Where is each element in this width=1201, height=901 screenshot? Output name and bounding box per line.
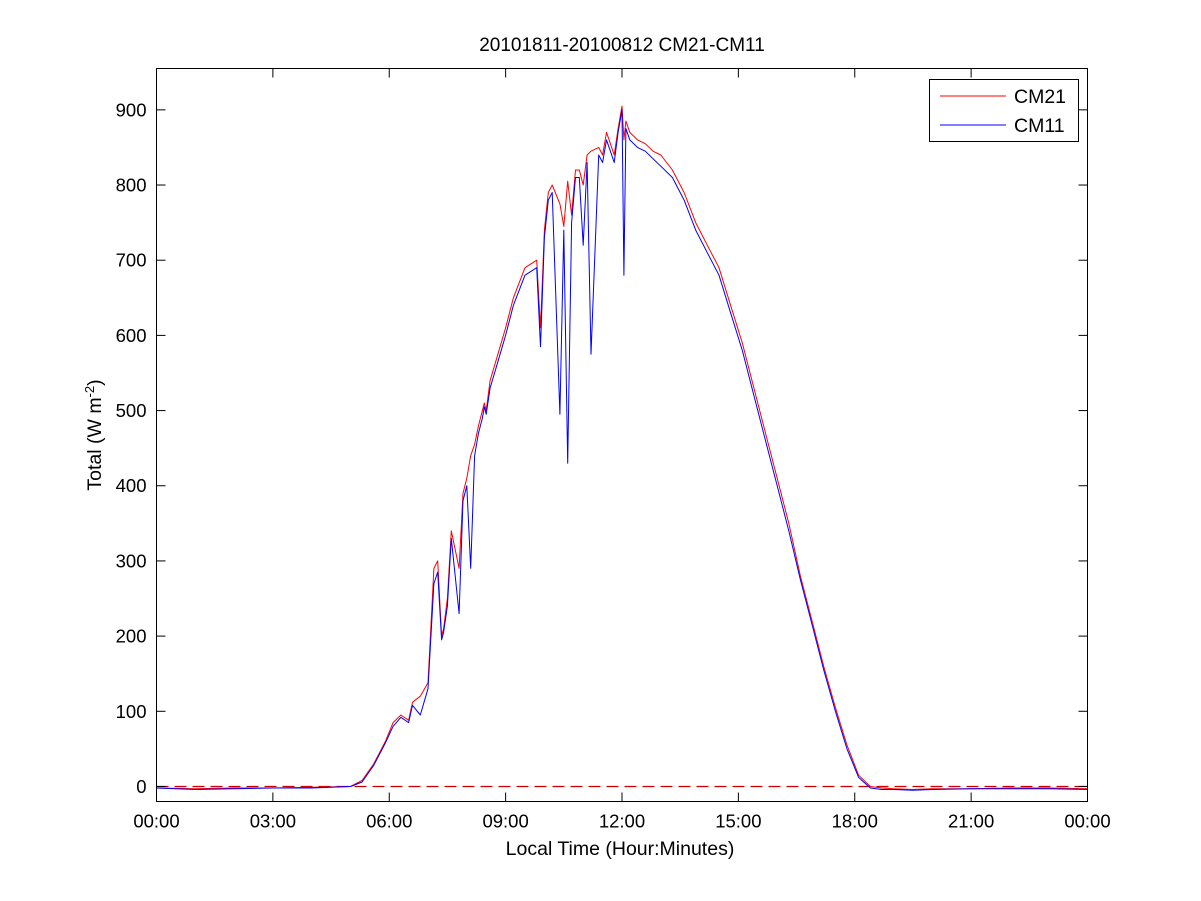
- x-tick-label: 06:00: [366, 811, 412, 832]
- x-tick-label: 15:00: [715, 811, 761, 832]
- y-tick-label: 0: [136, 776, 146, 797]
- x-tick-label: 00:00: [1064, 811, 1110, 832]
- y-tick-label: 900: [116, 99, 147, 120]
- y-tick-label: 800: [116, 175, 147, 196]
- legend: CM21 CM11: [929, 79, 1079, 142]
- x-tick-label: 18:00: [832, 811, 878, 832]
- legend-label-cm21: CM21: [1014, 86, 1066, 108]
- legend-box: [929, 79, 1079, 142]
- x-tick-label: 12:00: [599, 811, 645, 832]
- y-axis-label-prefix: Total (W m: [84, 397, 106, 490]
- x-tick-label: 00:00: [133, 811, 179, 832]
- y-axis-label-suffix: ): [84, 379, 106, 386]
- y-tick-label: 700: [116, 250, 147, 271]
- x-axis-label: Local Time (Hour:Minutes): [506, 838, 735, 860]
- x-tick-label: 03:00: [250, 811, 296, 832]
- series-line-cm11: [156, 109, 1088, 791]
- plot-area: [156, 68, 1088, 802]
- x-tick-label: 21:00: [948, 811, 994, 832]
- y-tick-label: 400: [116, 475, 147, 496]
- series-line-cm21: [156, 105, 1088, 790]
- y-tick-label: 300: [116, 550, 147, 571]
- y-tick-label: 600: [116, 325, 147, 346]
- y-tick-label: 500: [116, 400, 147, 421]
- chart-title: 20101811-20100812 CM21-CM11: [479, 35, 765, 56]
- y-tick-label: 100: [116, 701, 147, 722]
- y-axis-label-superscript: -2: [82, 386, 97, 398]
- y-tick-label: 200: [116, 626, 147, 647]
- series-layer: [156, 105, 1088, 791]
- legend-label-cm11: CM11: [1014, 115, 1065, 137]
- y-axis-label: Total (W m-2): [82, 379, 107, 490]
- ticks-layer: 00:00 03:00 06:00 09:00 12:00 15:00 18:00 21:00…: [116, 68, 1111, 832]
- x-tick-label: 09:00: [482, 811, 528, 832]
